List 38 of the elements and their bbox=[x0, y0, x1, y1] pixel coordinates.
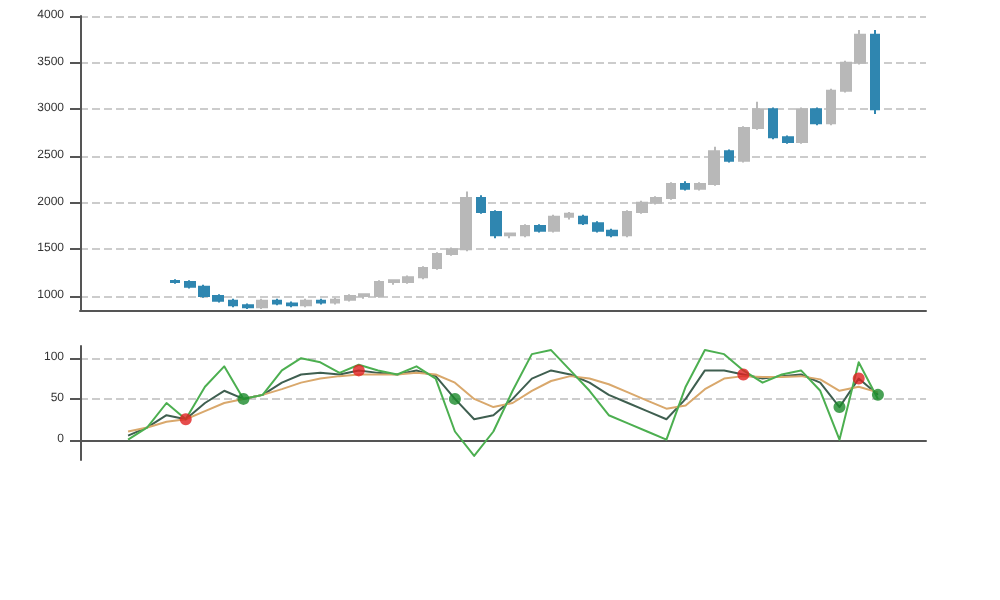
candlestick bbox=[242, 302, 254, 311]
candlestick bbox=[810, 106, 822, 127]
candlestick bbox=[300, 297, 312, 309]
candlestick bbox=[622, 209, 632, 239]
point bbox=[852, 372, 865, 385]
candlestick bbox=[680, 180, 690, 192]
candlestick bbox=[782, 134, 794, 145]
candlestick bbox=[666, 181, 676, 201]
candlestick bbox=[578, 213, 588, 227]
candlestick bbox=[564, 211, 574, 221]
candlestick bbox=[228, 297, 238, 309]
point bbox=[737, 368, 750, 381]
point bbox=[448, 392, 461, 405]
point bbox=[871, 388, 884, 401]
candlestick bbox=[768, 106, 778, 141]
point bbox=[237, 392, 250, 405]
candlestick bbox=[256, 297, 268, 311]
candlestick bbox=[520, 223, 530, 239]
candlestick bbox=[476, 194, 486, 215]
candlestick bbox=[534, 223, 546, 234]
candlestick bbox=[796, 106, 808, 145]
candlestick bbox=[170, 278, 180, 285]
point bbox=[352, 364, 365, 377]
candlestick bbox=[286, 300, 298, 309]
point bbox=[179, 413, 192, 426]
candlestick bbox=[504, 231, 516, 240]
candlestick bbox=[330, 296, 340, 306]
candlestick bbox=[826, 87, 836, 127]
candlestick bbox=[316, 297, 326, 306]
candlestick bbox=[724, 148, 734, 164]
candlestick bbox=[418, 265, 428, 281]
candlestick bbox=[548, 213, 560, 234]
candlestick bbox=[870, 29, 880, 115]
point bbox=[833, 401, 846, 414]
candlestick bbox=[272, 297, 282, 307]
candlestick bbox=[432, 251, 442, 271]
candlestick bbox=[374, 279, 384, 299]
candlestick bbox=[490, 209, 502, 240]
